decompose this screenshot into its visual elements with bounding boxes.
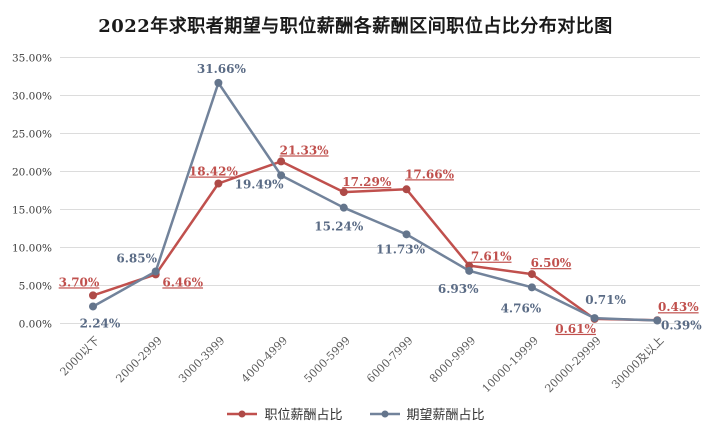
x-axis-tick-label: 2000以下 — [58, 334, 103, 379]
x-axis-tick-label: 30000及以上 — [609, 334, 666, 391]
legend: 职位薪酬占比 期望薪酬占比 — [0, 404, 711, 423]
y-axis-tick-label: 15.00% — [12, 205, 52, 217]
data-point-label: 17.29% — [342, 175, 392, 189]
chart-title: 2022年求职者期望与职位薪酬各薪酬区间职位占比分布对比图 — [98, 16, 613, 37]
data-point-marker — [339, 188, 348, 197]
y-axis-tick-label: 20.00% — [12, 167, 52, 179]
y-axis-tick-label: 25.00% — [12, 129, 52, 141]
data-point-label: 17.66% — [405, 167, 455, 181]
data-point-marker — [277, 157, 286, 166]
data-point-marker — [465, 266, 474, 275]
data-point-label: 6.46% — [162, 275, 203, 289]
data-point-marker — [402, 230, 411, 239]
data-point-marker — [214, 78, 223, 87]
y-axis-tick-label: 10.00% — [12, 243, 52, 255]
x-axis-tick-label: 10000-19999 — [480, 334, 541, 395]
data-point-marker — [653, 316, 662, 325]
y-axis-tick-label: 5.00% — [19, 281, 52, 293]
data-point-marker — [214, 179, 223, 188]
x-axis-tick-label: 20000-29999 — [542, 334, 603, 395]
data-point-label: 6.93% — [438, 282, 479, 296]
legend-item-expected-salary-share: 期望薪酬占比 — [369, 404, 485, 423]
x-axis-tick-label: 6000-7999 — [364, 334, 415, 385]
data-point-label: 6.85% — [116, 251, 157, 265]
y-axis-tick-label: 35.00% — [12, 53, 52, 65]
data-point-label: 0.39% — [661, 319, 702, 333]
data-point-marker — [527, 283, 536, 292]
x-axis-tick-label: 3000-3999 — [176, 334, 227, 385]
gray-blue-line-marker-icon — [369, 409, 401, 419]
data-point-marker — [151, 267, 160, 276]
data-point-marker — [89, 302, 97, 311]
x-axis-tick-label: 8000-9999 — [427, 334, 478, 385]
data-point-label: 6.50% — [531, 256, 572, 270]
data-point-label: 15.24% — [314, 220, 364, 234]
data-point-label: 4.76% — [501, 301, 542, 315]
data-point-marker — [402, 185, 411, 194]
data-point-label: 11.73% — [376, 242, 426, 256]
legend-label-position-salary-share: 职位薪酬占比 — [264, 408, 343, 423]
data-point-marker — [89, 291, 97, 300]
data-point-label: 19.49% — [235, 177, 285, 191]
data-point-label: 21.33% — [280, 143, 330, 157]
legend-item-position-salary-share: 职位薪酬占比 — [226, 404, 343, 423]
data-point-marker — [277, 171, 286, 180]
data-point-label: 31.66% — [197, 62, 247, 76]
data-point-label: 2.24% — [80, 316, 121, 330]
x-axis-tick-label: 2000-2999 — [113, 334, 164, 385]
x-axis-tick-label: 5000-5999 — [302, 334, 353, 385]
data-point-label: 18.42% — [189, 165, 239, 179]
data-point-label: 0.71% — [585, 293, 626, 307]
x-axis-tick-label: 4000-4999 — [239, 334, 290, 385]
data-point-marker — [527, 270, 536, 279]
data-point-label: 0.43% — [658, 300, 699, 314]
series-line-1 — [91, 81, 659, 322]
series-line-0 — [91, 160, 659, 322]
data-point-label: 7.61% — [471, 250, 512, 264]
y-axis-tick-label: 0.00% — [19, 319, 52, 331]
data-point-label: 0.61% — [555, 322, 596, 336]
data-point-marker — [339, 203, 348, 212]
legend-label-expected-salary-share: 期望薪酬占比 — [406, 408, 485, 423]
y-axis-tick-label: 30.00% — [12, 91, 52, 103]
data-point-marker — [590, 314, 599, 323]
red-line-marker-icon — [226, 409, 258, 419]
data-point-label: 3.70% — [59, 275, 100, 289]
